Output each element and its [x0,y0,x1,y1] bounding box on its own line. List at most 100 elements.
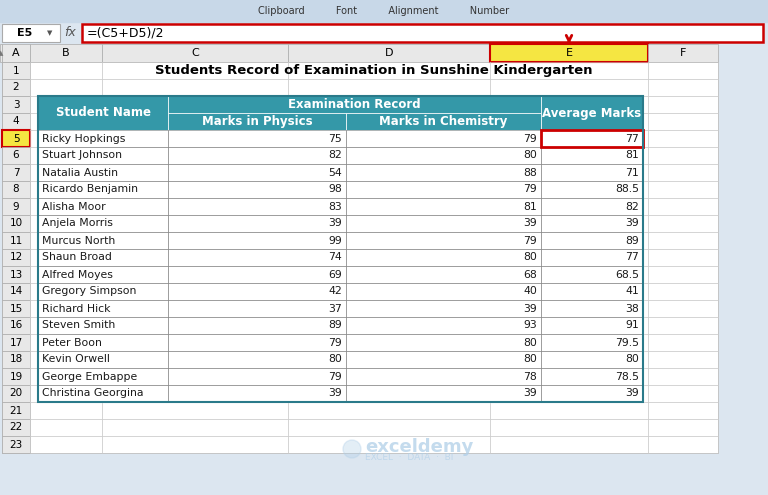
Bar [648,44,718,62]
Bar [168,317,346,334]
Bar [102,130,288,147]
Text: 8: 8 [13,185,19,195]
Text: 39: 39 [523,303,537,313]
Text: 42: 42 [328,287,342,297]
Bar [648,164,718,181]
Bar [102,385,288,402]
Bar [288,164,490,181]
Text: 2: 2 [13,83,19,93]
Bar [648,62,718,79]
Bar [288,351,490,368]
Bar [288,436,490,453]
Text: 40: 40 [523,287,537,297]
Text: 23: 23 [9,440,22,449]
Bar [648,317,718,334]
Text: 80: 80 [523,338,537,347]
Bar [38,249,643,266]
Text: Kevin Orwell: Kevin Orwell [42,354,110,364]
Bar [288,334,490,351]
Text: Ricky Hopkings: Ricky Hopkings [42,134,125,144]
Text: 68: 68 [523,269,537,280]
Bar [30,79,102,96]
Bar [30,62,102,79]
Text: 39: 39 [328,389,342,398]
Text: 7: 7 [13,167,19,178]
Bar [288,368,490,385]
Text: 39: 39 [328,218,342,229]
Bar [648,79,718,96]
Bar [30,113,102,130]
Bar [102,62,288,79]
Bar [288,181,490,198]
Bar [346,317,541,334]
Bar [490,44,648,62]
Text: 4: 4 [13,116,19,127]
Bar [30,215,102,232]
Bar [648,198,718,215]
Bar [168,351,346,368]
Bar [346,283,541,300]
Bar [490,113,648,130]
Bar [38,266,168,283]
Bar [102,317,288,334]
Bar [541,130,643,147]
Bar [541,164,643,181]
Text: 54: 54 [328,167,342,178]
Bar [30,317,102,334]
Bar [168,334,346,351]
Bar [541,96,643,130]
Text: 13: 13 [9,269,22,280]
Bar [541,249,643,266]
Bar [102,402,288,419]
Text: 88.5: 88.5 [615,185,639,195]
Text: Shaun Broad: Shaun Broad [42,252,112,262]
Text: ▼: ▼ [48,30,53,36]
Text: Marks in Chemistry: Marks in Chemistry [379,115,508,128]
Text: EXCEL  ·  DATA  ·  BI: EXCEL · DATA · BI [365,453,453,462]
Bar [346,266,541,283]
Bar [2,351,30,368]
Text: E: E [565,48,572,58]
Bar [541,283,643,300]
Bar [168,283,346,300]
Text: 79: 79 [328,338,342,347]
Bar [288,113,490,130]
Bar [102,249,288,266]
Bar [38,283,643,300]
Bar [541,266,643,283]
Bar [2,232,30,249]
Bar [102,113,288,130]
Text: Ricardo Benjamin: Ricardo Benjamin [42,185,138,195]
Bar [38,368,643,385]
Text: 80: 80 [328,354,342,364]
Text: 75: 75 [328,134,342,144]
Bar [168,181,346,198]
Bar [288,79,490,96]
Bar [490,300,648,317]
Text: Peter Boon: Peter Boon [42,338,102,347]
Bar [288,402,490,419]
Bar [102,232,288,249]
Bar [168,385,346,402]
Bar [30,419,102,436]
Bar [288,44,490,62]
Bar [38,164,168,181]
Bar [490,283,648,300]
Bar [168,113,346,130]
Bar [648,113,718,130]
Bar [30,164,102,181]
Text: 20: 20 [9,389,22,398]
Text: 10: 10 [9,218,22,229]
Bar [648,266,718,283]
Bar [490,62,648,79]
Bar [346,215,541,232]
Bar [648,351,718,368]
Bar [2,368,30,385]
Bar [541,181,643,198]
Bar [2,300,30,317]
Bar [0,0,768,22]
Text: 71: 71 [625,167,639,178]
Bar [490,147,648,164]
Bar [102,198,288,215]
Bar [288,385,490,402]
